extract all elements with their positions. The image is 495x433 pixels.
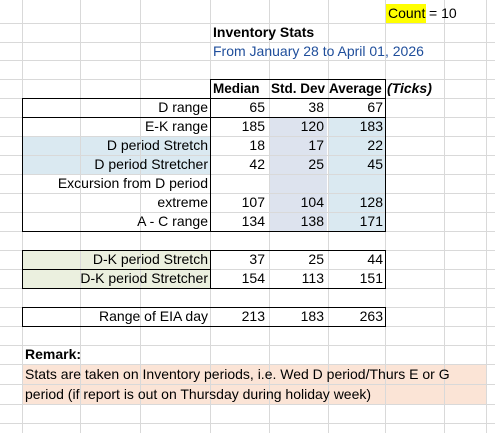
remark-title[interactable]: Remark: — [25, 346, 82, 362]
row-median[interactable]: 65 — [249, 99, 265, 115]
row-std[interactable]: 17 — [308, 137, 324, 153]
header-std-dev[interactable]: Std. Dev — [271, 81, 326, 96]
row-avg[interactable]: 171 — [359, 213, 383, 229]
row-std[interactable]: 120 — [300, 118, 324, 134]
header-median[interactable]: Median — [213, 81, 260, 96]
sheet-title[interactable]: Inventory Stats — [213, 24, 315, 40]
row-std[interactable]: 104 — [300, 194, 324, 210]
row-std[interactable]: 25 — [308, 156, 324, 172]
row-label[interactable]: D-K period Stretch — [92, 251, 208, 267]
remark-line-1[interactable]: Stats are taken on Inventory periods, i.… — [25, 366, 450, 382]
row-median[interactable]: 42 — [249, 156, 265, 172]
eia-std[interactable]: 183 — [300, 308, 324, 324]
row-label[interactable]: D range — [158, 99, 208, 115]
row-label[interactable]: extreme — [157, 194, 208, 210]
eia-median[interactable]: 213 — [241, 308, 265, 324]
remark-line-2[interactable]: period (if report is out on Thursday dur… — [25, 386, 372, 402]
row-median[interactable] — [210, 174, 265, 193]
row-label[interactable]: D period Stretch — [106, 137, 208, 153]
row-label[interactable]: Excursion from D period — [57, 175, 208, 191]
row-avg[interactable]: 22 — [367, 137, 383, 153]
row-avg[interactable]: 151 — [359, 270, 383, 286]
count-highlight — [385, 4, 426, 23]
header-unit[interactable]: (Ticks) — [387, 80, 432, 96]
count-label[interactable]: Count — [388, 5, 426, 21]
count-value[interactable]: = 10 — [429, 5, 457, 21]
row-label[interactable]: D-K period Stretcher — [80, 270, 208, 286]
row-avg[interactable]: 128 — [359, 194, 383, 210]
sheet-subtitle[interactable]: From January 28 to April 01, 2026 — [213, 43, 424, 59]
row-std[interactable]: 138 — [300, 213, 324, 229]
row-median[interactable]: 37 — [249, 251, 265, 267]
stats-table-border — [22, 98, 386, 232]
row-std[interactable]: 113 — [301, 270, 324, 286]
row-label[interactable]: E-K range — [144, 118, 208, 134]
row-label[interactable]: A - C range — [137, 213, 208, 229]
row-std[interactable]: 38 — [308, 99, 324, 115]
row-avg[interactable]: 67 — [367, 99, 383, 115]
header-average[interactable]: Average — [329, 81, 382, 96]
row-avg[interactable]: 45 — [367, 156, 383, 172]
eia-label[interactable]: Range of EIA day — [99, 308, 208, 324]
row-median[interactable]: 107 — [241, 194, 265, 210]
row-median[interactable]: 18 — [249, 137, 265, 153]
eia-avg[interactable]: 263 — [359, 308, 383, 324]
row-median[interactable]: 134 — [241, 213, 265, 229]
row-avg[interactable]: 44 — [367, 251, 383, 267]
row-std[interactable]: 25 — [308, 251, 324, 267]
row-avg[interactable]: 183 — [359, 118, 383, 134]
row-label[interactable]: D period Stretcher — [94, 156, 208, 172]
row-std[interactable] — [269, 174, 324, 193]
row-median[interactable]: 185 — [241, 118, 265, 134]
row-median[interactable]: 154 — [241, 270, 265, 286]
row-avg[interactable] — [328, 174, 383, 193]
eia-table-border — [22, 307, 386, 327]
